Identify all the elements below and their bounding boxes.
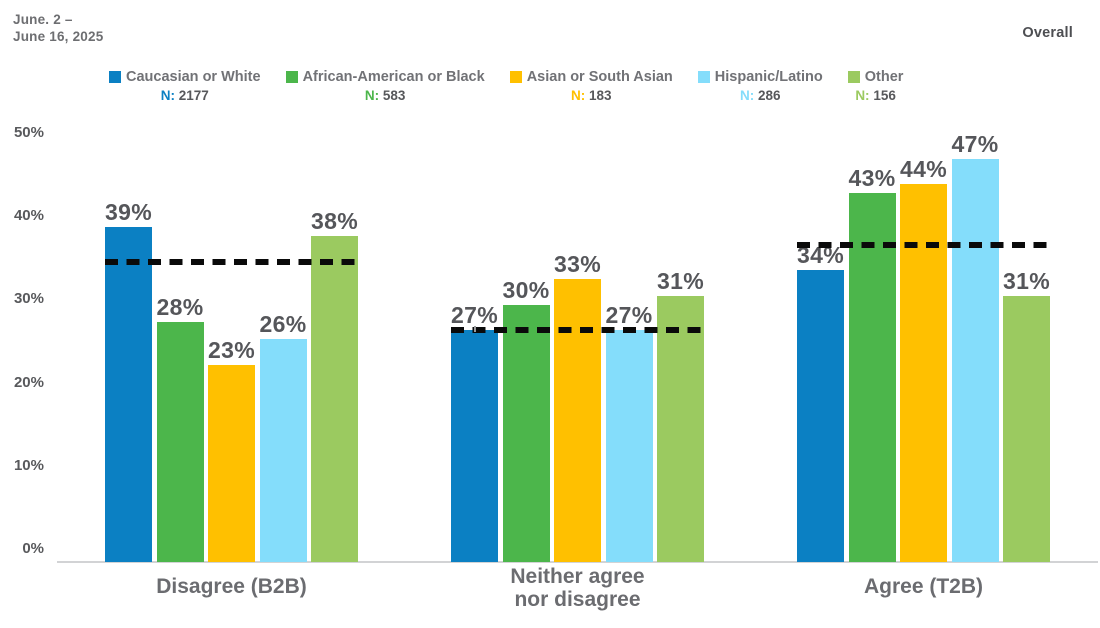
legend-swatch-icon <box>109 71 121 83</box>
date-range-line1: June. 2 – <box>13 12 73 27</box>
legend-swatch-icon <box>847 71 860 83</box>
bar <box>502 304 550 562</box>
overall-dashed-line <box>105 258 358 265</box>
bar <box>156 321 204 562</box>
bar <box>951 158 999 562</box>
bar-value-label: 28% <box>156 293 204 320</box>
y-axis-tick-label: 10% <box>13 456 44 474</box>
bar <box>848 193 896 562</box>
bar-value-label: 47% <box>951 130 999 157</box>
bar-value-label: 26% <box>259 310 307 337</box>
bar <box>1003 296 1050 562</box>
bar-value-label: 33% <box>554 250 601 277</box>
y-axis-tick-label: 50% <box>13 124 44 141</box>
legend-n-count: N: 583 <box>365 88 406 103</box>
n-prefix: N: <box>855 88 874 103</box>
category-label: Neither agree nor disagree <box>510 565 645 611</box>
n-value: 183 <box>588 88 612 103</box>
legend-n-count: N: 183 <box>571 88 612 103</box>
y-axis-tick-label: 30% <box>13 290 44 308</box>
bar-value-label: 23% <box>208 336 255 363</box>
bar-value-label: 39% <box>105 199 152 226</box>
bar <box>105 227 152 562</box>
bar-value-label: 43% <box>848 165 896 192</box>
legend-swatch-icon <box>285 71 298 83</box>
bar <box>208 364 255 562</box>
legend-label: Hispanic/Latino <box>714 69 823 85</box>
bar <box>451 330 498 562</box>
legend-item: Caucasian or White N: 2177 <box>109 69 261 103</box>
legend-item: African-American or Black N: 583 <box>285 69 485 103</box>
legend-label: Other <box>864 69 904 85</box>
overall-dashed-line <box>797 241 1050 248</box>
bar <box>797 270 844 562</box>
value-label-leader-tick <box>473 326 476 333</box>
y-axis-tick-label: 40% <box>13 207 44 225</box>
n-prefix: N: <box>364 88 383 103</box>
y-axis-tick-label: 0% <box>22 540 44 557</box>
overall-label: Overall <box>1022 25 1073 41</box>
bar <box>554 278 601 562</box>
n-prefix: N: <box>740 88 758 103</box>
bar <box>311 235 358 562</box>
bar-value-label: 31% <box>1003 268 1050 295</box>
bar-value-label: 27% <box>451 302 498 329</box>
legend-label: Asian or South Asian <box>526 69 673 85</box>
bar-value-label: 27% <box>605 302 653 329</box>
legend-label: Caucasian or White <box>126 69 261 85</box>
date-range: June. 2 – June 16, 2025 <box>13 11 103 45</box>
legend-swatch-icon <box>509 71 522 83</box>
overall-dashed-line <box>451 327 704 334</box>
bar-value-label: 31% <box>657 268 704 295</box>
legend-item: Hispanic/Latino N: 286 <box>697 69 823 103</box>
legend-label: African-American or Black <box>302 69 485 85</box>
legend-item: Asian or South Asian N: 183 <box>509 69 673 103</box>
bar-value-label: 44% <box>900 156 947 183</box>
n-prefix: N: <box>160 88 179 103</box>
category-label: Agree (T2B) <box>863 575 984 598</box>
legend-n-count: N: 286 <box>740 88 781 103</box>
y-axis-tick-label: 20% <box>13 373 44 391</box>
legend-n-count: N: 156 <box>855 88 896 103</box>
n-prefix: N: <box>570 88 589 103</box>
bar <box>657 296 704 562</box>
legend-swatch-icon <box>697 71 710 83</box>
bar-value-label: 38% <box>311 207 358 234</box>
n-value: 156 <box>873 88 896 103</box>
legend: Caucasian or White N: 2177 African-America… <box>109 69 903 103</box>
x-axis-line <box>57 561 1098 563</box>
bar <box>605 330 653 562</box>
category-label: Disagree (B2B) <box>156 575 307 598</box>
legend-n-count: N: 2177 <box>161 88 209 103</box>
n-value: 286 <box>758 88 781 103</box>
bar-value-label: 30% <box>502 276 550 303</box>
bar <box>259 338 307 562</box>
date-range-line2: June 16, 2025 <box>13 29 104 44</box>
legend-item: Other N: 156 <box>847 69 904 103</box>
n-value: 583 <box>382 88 406 103</box>
n-value: 2177 <box>178 88 209 103</box>
